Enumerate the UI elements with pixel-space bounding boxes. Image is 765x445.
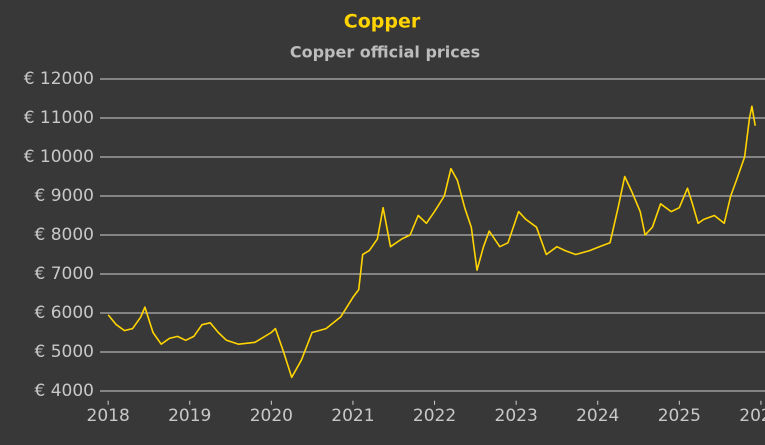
x-tick-label: 2021 bbox=[331, 406, 374, 426]
y-tick-label: € 8000 bbox=[35, 225, 94, 245]
x-tick-label: 2023 bbox=[495, 406, 538, 426]
chart-title: Copper bbox=[344, 11, 421, 33]
y-tick-label: € 9000 bbox=[35, 186, 94, 206]
x-tick-label: 2019 bbox=[168, 406, 211, 426]
y-tick-label: € 4000 bbox=[35, 381, 94, 401]
x-tick-label: 2025 bbox=[658, 406, 701, 426]
x-tick-label: 2024 bbox=[576, 406, 619, 426]
price-line bbox=[107, 105, 756, 379]
chart-subtitle: Copper official prices bbox=[290, 43, 480, 62]
x-tick-label: 2026 bbox=[739, 406, 765, 426]
x-tick-label: 2018 bbox=[87, 406, 130, 426]
y-tick-label: € 6000 bbox=[35, 303, 94, 323]
y-tick-label: € 12000 bbox=[24, 69, 94, 89]
x-tick-label: 2022 bbox=[413, 406, 456, 426]
y-tick-label: € 5000 bbox=[35, 342, 94, 362]
y-tick-label: € 10000 bbox=[24, 147, 94, 167]
y-tick-label: € 7000 bbox=[35, 264, 94, 284]
x-tick-label: 2020 bbox=[250, 406, 293, 426]
y-tick-label: € 11000 bbox=[24, 108, 94, 128]
